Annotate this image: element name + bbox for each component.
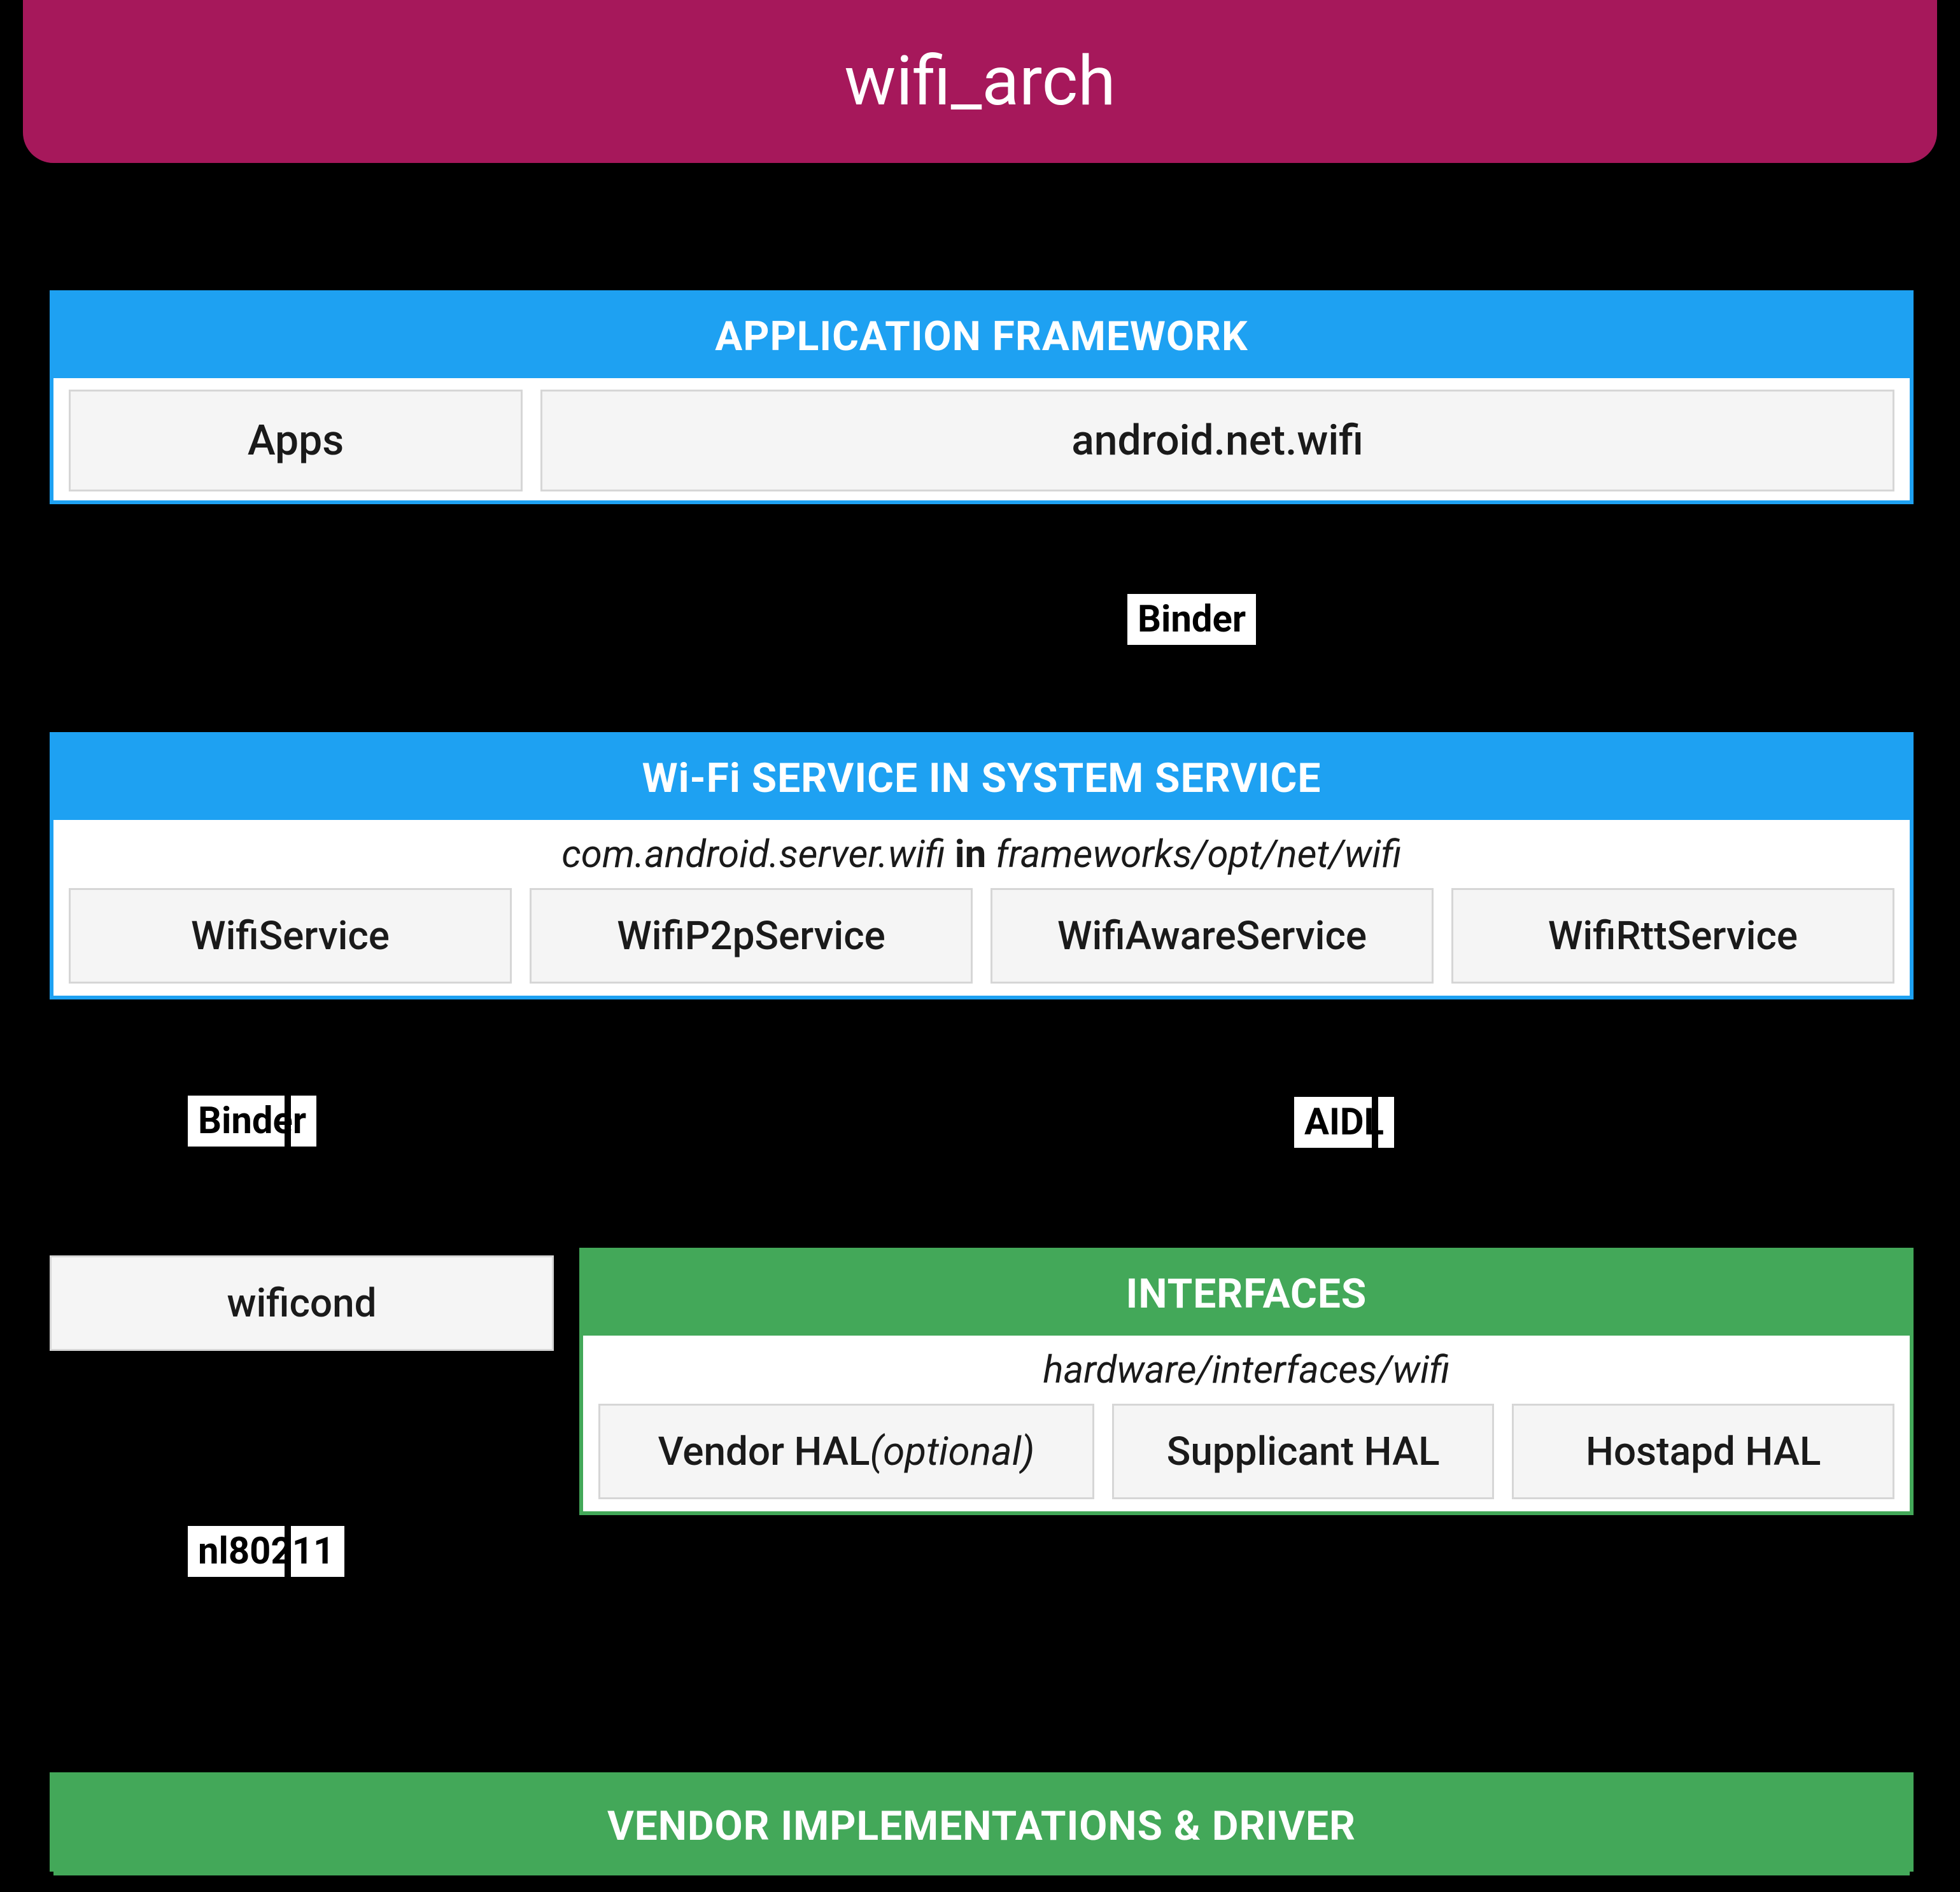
arrow-head-up-icon [1251,504,1280,527]
label-text: nl80211 [198,1530,334,1573]
row-interfaces: Vendor HAL (optional)Supplicant HALHosta… [598,1404,1894,1499]
arrow-head-down-icon [274,1749,302,1772]
arrow-head-up-icon [1361,1515,1389,1538]
label-binder-2: Binder [186,1094,318,1148]
layer-header-interfaces: INTERFACES [583,1252,1910,1336]
header-text: APPLICATION FRAMEWORK [715,313,1248,360]
cell: Hostapd HAL [1512,1404,1894,1499]
layer-interfaces: INTERFACES hardware/interfaces/wifi Vend… [579,1248,1914,1515]
cell-text: wificond [227,1280,376,1327]
cell: Vendor HAL (optional) [598,1404,1094,1499]
subtitle-text: hardware/interfaces/wifi [1043,1347,1450,1392]
arrow-line [1372,1534,1378,1753]
arrow-head-down-icon [1361,1749,1389,1772]
header-text: Wi-Fi SERVICE IN SYSTEM SERVICE [642,754,1322,802]
layer-wifi-service: Wi-Fi SERVICE IN SYSTEM SERVICE com.andr… [50,732,1914,999]
arrow-head-up-icon [274,1351,302,1374]
label-nl80211: nl80211 [186,1524,346,1579]
cell: WifiAwareService [991,888,1434,984]
arrow-line [285,1370,291,1753]
arrow-head-up-icon [1361,999,1389,1022]
layer-body: Appsandroid.net.wifi [53,378,1910,507]
title-banner: wifi_arch [23,0,1937,163]
cell: Supplicant HAL [1112,1404,1495,1499]
interfaces-subtitle: hardware/interfaces/wifi [598,1347,1894,1392]
row-app-framework: Appsandroid.net.wifi [69,390,1894,491]
label-text: Binder [1138,598,1246,641]
title-text: wifi_arch [844,41,1115,122]
cell: WifiP2pService [530,888,973,984]
arrow-head-down-icon [274,1232,302,1255]
cell: android.net.wifi [540,390,1894,491]
layer-header-application-framework: APPLICATION FRAMEWORK [53,294,1910,378]
arrow-head-up-icon [274,999,302,1022]
layer-body: hardware/interfaces/wifi Vendor HAL (opt… [583,1336,1910,1514]
cell: WifiRttService [1451,888,1894,984]
arrow-head-down-icon [1251,709,1280,732]
arrow-line [1262,523,1269,713]
arrow-line [285,1019,291,1236]
layer-application-framework: APPLICATION FRAMEWORK Appsandroid.net.wi… [50,290,1914,504]
arrow-line [1372,1019,1378,1229]
header-text: INTERFACES [1126,1270,1367,1318]
arrow-head-down-icon [1361,1225,1389,1248]
header-text: VENDOR IMPLEMENTATIONS & DRIVER [607,1802,1356,1850]
label-aidl: AIDL [1292,1095,1396,1150]
layer-header-vendor: VENDOR IMPLEMENTATIONS & DRIVER [53,1776,1910,1875]
row-wifi-service: WifiServiceWifiP2pServiceWifiAwareServic… [69,888,1894,984]
cell-wificond: wificond [50,1255,554,1351]
layer-vendor: VENDOR IMPLEMENTATIONS & DRIVER [50,1772,1914,1872]
cell: WifiService [69,888,512,984]
cell: Apps [69,390,523,491]
layer-body: com.android.server.wifi in frameworks/op… [53,820,1910,999]
wifi-service-subtitle: com.android.server.wifi in frameworks/op… [69,831,1894,877]
label-binder-1: Binder [1125,592,1258,647]
layer-header-wifi-service: Wi-Fi SERVICE IN SYSTEM SERVICE [53,736,1910,820]
